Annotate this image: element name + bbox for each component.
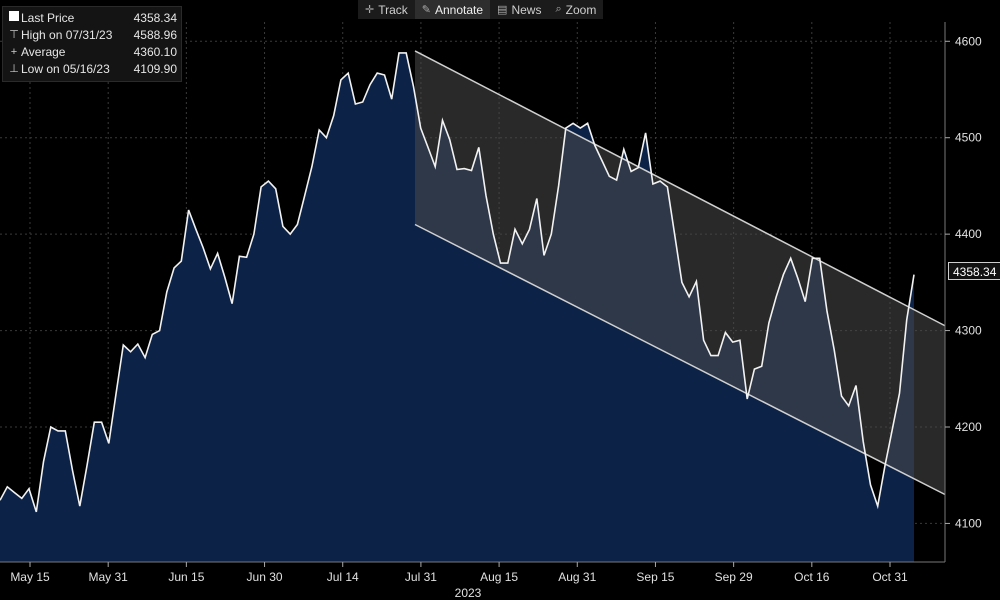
annotate-label: Annotate — [435, 2, 484, 17]
last-price-value: 4358.34 — [133, 11, 177, 25]
y-tick-label: 4100 — [955, 516, 982, 530]
x-tick-label: Jun 15 — [168, 570, 204, 584]
average-value: 4360.10 — [133, 45, 177, 59]
x-tick-label: Aug 31 — [558, 570, 596, 584]
news-label: News — [511, 2, 542, 17]
x-tick-label: Sep 15 — [636, 570, 674, 584]
last-price-label: Last Price — [21, 11, 75, 25]
legend-last-price: Last Price 4358.34 — [7, 10, 177, 27]
last-price-tag: 4358.34 — [948, 262, 1000, 280]
legend-high: ⊤ High on 07/31/23 4588.96 — [7, 27, 177, 44]
price-area — [0, 52, 914, 563]
white-square-icon — [7, 10, 21, 27]
x-tick-label: May 31 — [89, 570, 129, 584]
x-tick-label: Sep 29 — [715, 570, 753, 584]
low-marker-icon: ⊥ — [9, 63, 19, 75]
x-tick-label: Oct 31 — [872, 570, 908, 584]
x-tick-label: Jun 30 — [247, 570, 283, 584]
y-axis-bg — [945, 22, 1000, 562]
x-tick-label: Jul 31 — [405, 570, 437, 584]
y-tick-label: 4200 — [955, 420, 982, 434]
high-label: High on 07/31/23 — [21, 28, 113, 42]
annotate-button[interactable]: ✎ Annotate — [414, 0, 491, 19]
track-button[interactable]: ✛ Track — [358, 0, 415, 19]
channel-lower-line — [414, 223, 946, 496]
track-label: Track — [378, 2, 408, 17]
x-tick-label: Oct 16 — [794, 570, 830, 584]
crosshair-icon: ✛ — [365, 4, 375, 16]
y-tick-label: 4600 — [955, 34, 982, 48]
x-tick-label: Aug 15 — [480, 570, 518, 584]
y-tick-label: 4400 — [955, 227, 982, 241]
chart-legend: Last Price 4358.34 ⊤ High on 07/31/23 45… — [2, 6, 182, 82]
news-icon: ▤ — [497, 4, 508, 16]
low-value: 4109.90 — [133, 62, 177, 76]
price-line — [0, 52, 915, 513]
channel-upper-line — [414, 50, 946, 327]
average-label: Average — [21, 45, 66, 59]
low-label: Low on 05/16/23 — [21, 62, 110, 76]
y-tick-label: 4500 — [955, 131, 982, 145]
x-axis-year-label: 2023 — [455, 586, 482, 600]
legend-average: + Average 4360.10 — [7, 44, 177, 61]
zoom-label: Zoom — [565, 2, 597, 17]
average-marker-icon: + — [10, 46, 18, 58]
legend-low: ⊥ Low on 05/16/23 4109.90 — [7, 61, 177, 78]
pencil-icon: ✎ — [421, 4, 431, 16]
y-tick-label: 4300 — [955, 324, 982, 338]
high-marker-icon: ⊤ — [9, 29, 19, 41]
news-button[interactable]: ▤ News — [490, 0, 548, 19]
chart-toolbar: ✛ Track ✎ Annotate ▤ News ⌕ Zoom — [358, 0, 604, 19]
x-tick-label: May 15 — [10, 570, 50, 584]
zoom-icon: ⌕ — [555, 3, 562, 15]
high-value: 4588.96 — [133, 28, 177, 42]
x-tick-label: Jul 14 — [327, 570, 359, 584]
zoom-button[interactable]: ⌕ Zoom — [548, 0, 603, 19]
